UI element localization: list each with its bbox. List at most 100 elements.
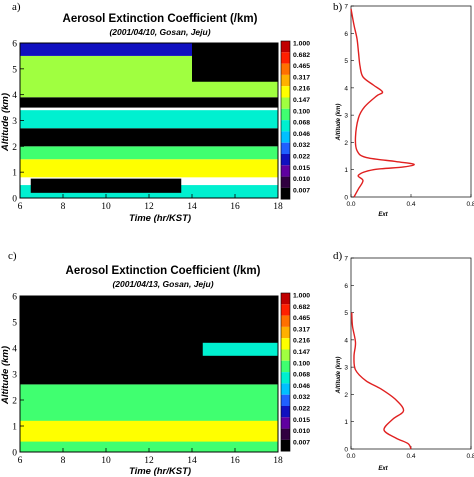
colorbar-label: 0.216: [293, 86, 310, 93]
colorbar-label: 0.147: [293, 97, 310, 104]
y-tick-label: 4: [344, 85, 348, 92]
y-tick-label: 0: [12, 449, 17, 459]
subtitle-a: (2001/04/10, Gosan, Jeju): [109, 27, 210, 37]
heatmap-cell: [20, 159, 278, 178]
colorbar-cell: [281, 86, 290, 98]
colorbar-label: 0.068: [293, 120, 310, 127]
heatmap-panel-c: Aerosol Extinction Coefficient (/km) (20…: [0, 265, 310, 477]
x-tick-label: 10: [101, 202, 111, 212]
panel-label-d: d): [333, 250, 343, 262]
colorbar-cell: [281, 52, 290, 64]
panel-label-a: a): [12, 1, 21, 13]
plot-frame: [350, 257, 472, 450]
y-tick-label: 4: [344, 337, 348, 344]
ylabel-c: Altitude (km): [0, 346, 11, 405]
xlabel-c: Time (hr/KST): [129, 466, 191, 477]
colorbar-label: 0.007: [293, 187, 310, 194]
y-tick-label: 0: [344, 195, 348, 202]
colorbar-cell: [281, 338, 290, 350]
y-tick-label: 6: [12, 293, 17, 303]
colorbar-label: 0.465: [293, 63, 310, 70]
y-tick-label: 2: [12, 397, 17, 407]
y-tick-label: 0: [12, 195, 17, 205]
colorbar-cell: [281, 108, 290, 121]
colorbar-cell: [281, 360, 290, 373]
x-tick-label: 14: [187, 456, 197, 466]
heatmap-cell: [202, 342, 278, 356]
colorbar-frame: [280, 292, 291, 452]
heatmap-cell: [20, 384, 278, 452]
colorbar-cell: [281, 293, 290, 305]
profile-panel-b: Ext Altitude (km) 0 1 2 3 4 5 6 7 0.0 0.4 0.8: [336, 4, 474, 219]
y-tick-label: 2: [344, 392, 348, 399]
x-tick-label: 0.8: [466, 453, 474, 460]
y-tick-label: 1: [12, 169, 17, 179]
colorbar-cell: [281, 176, 290, 188]
profile-panel-d: Ext Altitude (km) 0 1 2 3 4 5 6 7 0.0 0.4 0.8: [336, 256, 474, 473]
colorbar-cell: [281, 304, 290, 316]
y-tick-label: 7: [344, 256, 348, 263]
colorbar-cell: [281, 349, 290, 361]
y-tick-label: 1: [344, 167, 348, 174]
x-tick-label: 0.4: [406, 201, 415, 208]
y-tick-label: 2: [344, 140, 348, 147]
colorbar-cell: [281, 74, 290, 87]
colorbar-label: 0.046: [293, 131, 310, 138]
y-tick-label: 6: [12, 40, 17, 50]
subtitle-c: (2001/04/13, Gosan, Jeju): [112, 279, 213, 289]
heatmap-cell: [20, 146, 278, 160]
heatmap-cell: [20, 296, 278, 385]
heatmap-panel-a: Aerosol Extinction Coefficient (/km) (20…: [0, 13, 310, 224]
x-tick-label: 6: [18, 202, 23, 212]
colorbar-cell: [281, 120, 290, 132]
colorbar-cell: [281, 165, 290, 177]
y-tick-label: 0: [344, 447, 348, 454]
profile-line: [351, 312, 412, 450]
y-tick-label: 6: [344, 31, 348, 38]
colorbar-label: 0.100: [293, 360, 310, 367]
ylabel-a: Altitude (km): [0, 93, 11, 152]
x-tick-label: 0.8: [466, 201, 474, 208]
colorbar-label: 0.015: [293, 417, 310, 424]
colorbar-cell: [281, 372, 290, 384]
x-tick-label: 12: [144, 202, 154, 212]
y-tick-label: 3: [12, 117, 17, 127]
y-tick-label: 3: [344, 113, 348, 120]
colorbar-cell: [281, 406, 290, 418]
colorbar-label: 0.010: [293, 176, 310, 183]
y-tick-label: 4: [12, 345, 17, 355]
colorbar-label: 0.046: [293, 383, 310, 390]
heatmap-cell: [20, 110, 278, 129]
colorbar-label: 0.317: [293, 326, 310, 333]
panel-label-c: c): [8, 250, 17, 262]
y-tick-label: 7: [344, 4, 348, 11]
colorbar-label: 0.100: [293, 108, 310, 115]
title-a: Aerosol Extinction Coefficient (/km): [63, 13, 258, 25]
colorbar-label: 0.010: [293, 428, 310, 435]
heatmap-cell: [30, 178, 182, 193]
xlabel-a: Time (hr/KST): [129, 213, 191, 224]
y-tick-label: 1: [12, 423, 17, 433]
colorbar-frame: [280, 40, 291, 200]
colorbar-cell: [281, 394, 290, 406]
y-tick-label: 5: [12, 65, 17, 75]
colorbar-label: 0.032: [293, 394, 310, 401]
colorbar-label: 0.068: [293, 372, 310, 379]
x-tick-label: 12: [144, 456, 154, 466]
y-tick-label: 5: [344, 310, 348, 317]
y-tick-label: 4: [12, 91, 17, 101]
colorbar-cell: [281, 326, 290, 339]
colorbar-label: 0.032: [293, 142, 310, 149]
colorbar-cell: [281, 439, 290, 452]
x-tick-label: 10: [101, 456, 111, 466]
colorbar-cell: [281, 154, 290, 166]
heatmap-cell: [20, 97, 278, 108]
x-tick-label: 0.4: [406, 453, 415, 460]
x-tick-label: 0.0: [346, 453, 355, 460]
heatmap-cell: [192, 43, 278, 82]
y-tick-label: 5: [12, 319, 17, 329]
colorbar-label: 1.000: [293, 293, 310, 300]
x-tick-label: 14: [187, 202, 197, 212]
colorbar-label: 0.682: [293, 304, 310, 311]
